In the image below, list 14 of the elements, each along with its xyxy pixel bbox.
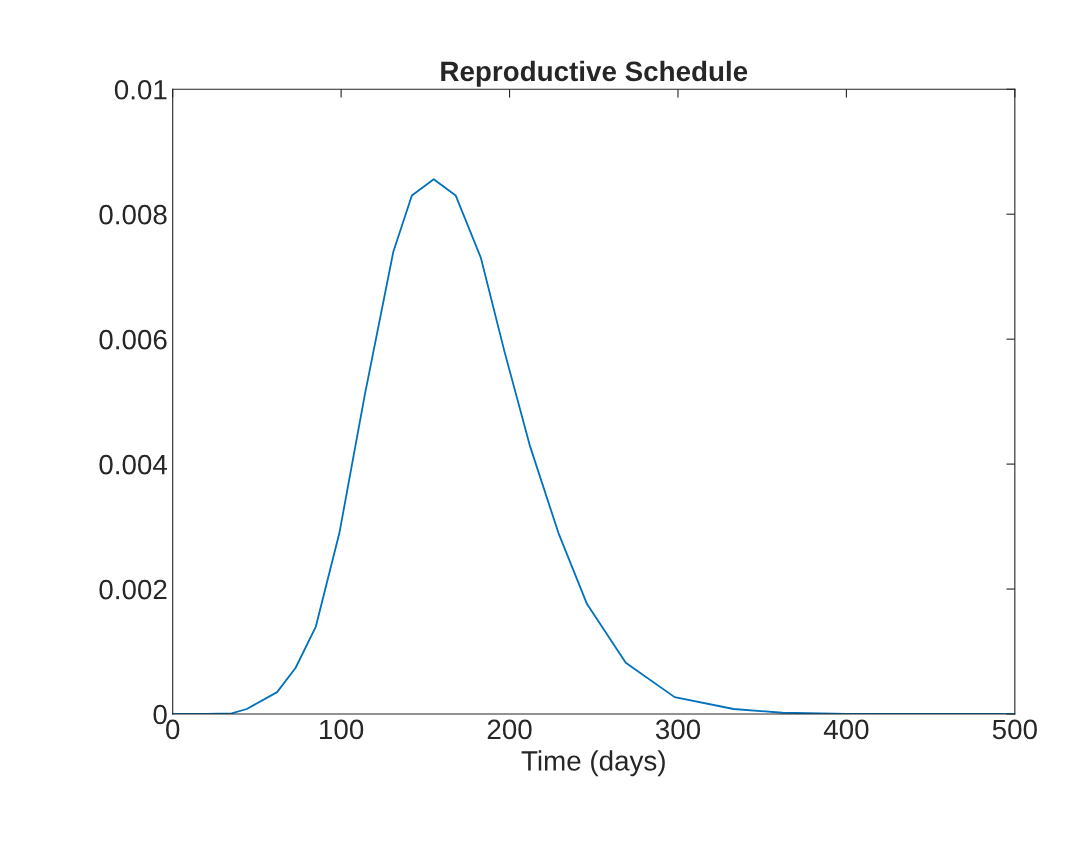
y-tick-label: 0 (153, 704, 167, 725)
x-tick-label: 200 (487, 719, 532, 740)
x-axis-title: Time (days) (521, 750, 665, 777)
y-tick-label: 0.006 (99, 329, 167, 350)
y-tick-label: 0.004 (99, 454, 168, 475)
y-tick-label: 0.002 (99, 579, 167, 600)
x-tick-label: 0 (166, 719, 180, 740)
x-tick-label: 100 (320, 719, 364, 740)
x-tick-label: 400 (823, 719, 869, 740)
y-tick-label: 0.008 (99, 204, 167, 225)
x-tick-label: 300 (655, 719, 701, 740)
chart-title: Reproductive Schedule (441, 60, 748, 87)
x-tick-label: 500 (992, 719, 1037, 740)
y-tick-label: 0.01 (114, 79, 167, 100)
